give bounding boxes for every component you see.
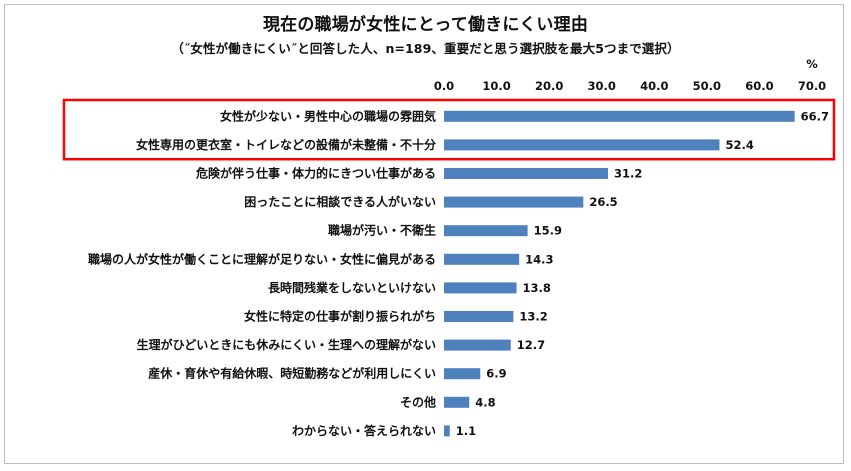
value-label: 66.7 [801,109,829,123]
value-label: 26.5 [589,195,617,209]
value-label: 52.4 [725,138,753,152]
value-label: 4.8 [475,395,495,409]
bar [444,225,528,237]
x-tick-label: 40.0 [640,79,668,93]
bar [444,139,720,151]
category-label: わからない・答えられない [292,423,436,438]
value-label: 1.1 [456,424,476,438]
value-label: 31.2 [614,167,642,181]
x-tick-label: 0.0 [434,79,454,93]
bar [444,282,517,294]
x-axis-ticks: 0.0 10.0 20.0 30.0 40.0 50.0 60.0 70.0 [434,79,826,93]
x-tick-label: 50.0 [693,79,721,93]
category-label: 女性が少ない・男性中心の職場の雰囲気 [220,108,436,123]
category-label: 生理がひどいときにも休みにくい・生理への理解がない [137,337,436,352]
highlight-box [62,98,836,161]
value-label: 15.9 [534,224,562,238]
category-label: 困ったことに相談できる人がいない [244,194,436,209]
bar [444,168,609,179]
category-label: 職場の人が女性が働くことに理解が足りない・女性に偏見がある [88,251,436,266]
category-label: 産休・育休や有給休暇、時短勤務などが利用しにくい [148,366,436,381]
bar [444,425,450,437]
bar [444,396,470,408]
highlight-group [62,98,836,161]
x-tick-label: 10.0 [482,79,510,93]
bar [444,196,584,208]
bars-group: 女性が少ない・男性中心の職場の雰囲気 66.7 女性専用の更衣室・トイレなどの設備が… [88,108,829,438]
category-label: 職場が汚い・不衛生 [328,223,436,238]
value-label: 14.3 [525,252,553,266]
value-label: 6.9 [486,367,506,381]
category-label: 女性に特定の仕事が割り振られがち [244,309,436,324]
value-label: 12.7 [517,338,545,352]
chart-title: 現在の職場が女性にとって働きにくい理由 [262,15,589,35]
category-label: 女性専用の更衣室・トイレなどの設備が未整備・不十分 [136,137,436,152]
unit-label: % [806,57,818,71]
bar [444,368,481,380]
value-label: 13.8 [523,281,551,295]
x-tick-label: 20.0 [535,79,563,93]
x-tick-label: 70.0 [798,79,826,93]
value-label: 13.2 [519,310,547,324]
chart-subtitle: （˝女性が働きにくい˝と回答した人、n=189、重要だと思う選択肢を最大5つまで… [171,41,680,56]
bar [444,339,511,351]
bar [444,110,795,122]
category-label: その他 [400,394,436,409]
x-tick-label: 30.0 [588,79,616,93]
chart-frame [4,4,844,464]
category-label: 危険が伴う仕事・体力的にきつい仕事がある [195,166,436,181]
x-tick-label: 60.0 [745,79,773,93]
bar [444,311,514,322]
category-label: 長時間残業をしないといけない [268,280,436,295]
bar [444,253,520,265]
